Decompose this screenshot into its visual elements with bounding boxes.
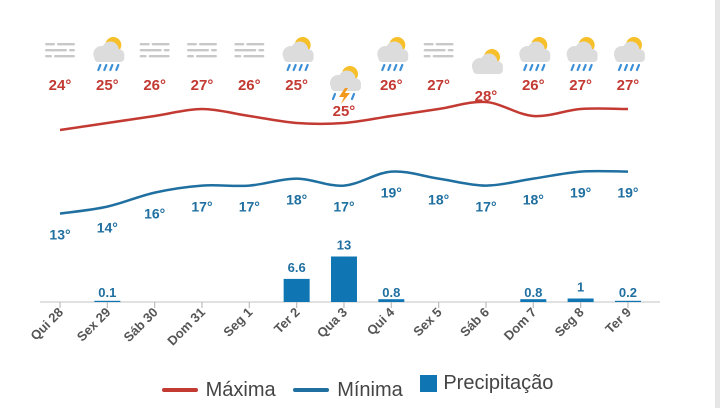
day-label: Qui 28 bbox=[27, 305, 66, 344]
day-label: Dom 7 bbox=[501, 305, 540, 344]
rain-cloud-sun-icon bbox=[519, 37, 550, 70]
forecast-chart: 24° 25° 26° 27° 26° 25°25°26° 27°28°26° 27° 27° … bbox=[27, 0, 660, 349]
min-temp-label: 14° bbox=[97, 220, 118, 236]
day-label: Sex 5 bbox=[410, 305, 445, 340]
day-label: Ter 9 bbox=[602, 305, 634, 337]
legend-item-max[interactable]: Máxima bbox=[161, 378, 276, 402]
fog-icon bbox=[45, 43, 75, 58]
max-temp-label: 27° bbox=[569, 77, 592, 94]
precip-bar bbox=[520, 299, 547, 302]
min-temp-label: 13° bbox=[49, 227, 70, 243]
max-temp-label: 26° bbox=[522, 77, 545, 94]
panel-edge bbox=[715, 0, 720, 408]
min-temp-label: 17° bbox=[191, 199, 212, 215]
precip-label: 6.6 bbox=[288, 260, 306, 275]
day-label: Sáb 6 bbox=[457, 305, 492, 340]
min-temp-line bbox=[59, 169, 629, 215]
max-temp-label: 25° bbox=[333, 103, 356, 120]
max-temp-label: 26° bbox=[143, 77, 166, 94]
min-temp-label: 17° bbox=[333, 199, 354, 215]
chart-legend: Máxima Mínima Precipitação bbox=[0, 372, 715, 402]
max-temp-label: 25° bbox=[96, 77, 119, 94]
legend-max-label: Máxima bbox=[205, 378, 276, 401]
legend-min-label: Mínima bbox=[337, 378, 403, 401]
max-temp-label: 27° bbox=[191, 77, 214, 94]
min-temp-label: 19° bbox=[617, 185, 638, 201]
fog-icon bbox=[423, 43, 454, 58]
precip-label: 1 bbox=[577, 280, 584, 295]
thunderstorm-icon bbox=[330, 66, 361, 104]
precip-bar bbox=[567, 298, 594, 302]
min-temp-label: 18° bbox=[428, 192, 449, 208]
max-temp-label: 28° bbox=[475, 88, 498, 105]
rain-cloud-sun-icon bbox=[93, 37, 124, 70]
precip-label: 0.8 bbox=[382, 285, 400, 300]
precip-label: 0.8 bbox=[524, 285, 542, 300]
precip-label: 0.1 bbox=[98, 285, 116, 300]
max-temp-label: 27° bbox=[617, 77, 640, 94]
max-temp-label: 26° bbox=[380, 77, 403, 94]
legend-precip-swatch bbox=[420, 375, 438, 392]
min-temp-label: 16° bbox=[144, 206, 165, 222]
min-temp-label: 19° bbox=[381, 185, 402, 201]
rain-cloud-sun-icon bbox=[567, 37, 598, 70]
legend-min-swatch bbox=[293, 388, 330, 392]
precip-bar bbox=[614, 300, 641, 302]
precip-bar bbox=[283, 278, 310, 302]
min-temp-label: 19° bbox=[570, 185, 591, 201]
max-temp-label: 26° bbox=[238, 77, 261, 94]
legend-max-swatch bbox=[161, 388, 198, 392]
day-label: Sáb 30 bbox=[121, 305, 161, 345]
precip-bar bbox=[378, 299, 405, 302]
rain-cloud-sun-icon bbox=[377, 37, 408, 70]
precip-bar bbox=[94, 300, 121, 302]
day-label: Seg 1 bbox=[220, 305, 255, 340]
day-label: Dom 31 bbox=[164, 305, 208, 349]
fog-icon bbox=[139, 43, 170, 58]
fog-icon bbox=[186, 43, 217, 58]
max-temp-label: 25° bbox=[285, 77, 308, 94]
precip-label: 13 bbox=[337, 238, 351, 253]
min-temp-label: 18° bbox=[286, 192, 307, 208]
day-label: Seg 8 bbox=[552, 305, 587, 340]
min-temp-label: 17° bbox=[239, 199, 260, 215]
max-temp-label: 27° bbox=[427, 77, 450, 94]
precip-bar bbox=[330, 256, 357, 302]
day-label: Sex 29 bbox=[74, 305, 114, 345]
legend-item-min[interactable]: Mínima bbox=[293, 379, 403, 402]
rain-cloud-sun-icon bbox=[283, 37, 314, 70]
rain-cloud-sun-icon bbox=[614, 37, 645, 70]
fog-icon bbox=[234, 43, 265, 58]
min-temp-label: 17° bbox=[475, 199, 496, 215]
day-label: Qua 3 bbox=[314, 305, 350, 341]
legend-precip-label: Precipitação bbox=[443, 372, 554, 394]
day-label: Qui 4 bbox=[364, 304, 398, 338]
max-temp-label: 24° bbox=[49, 77, 72, 94]
day-label: Ter 2 bbox=[271, 305, 303, 337]
max-temp-line bbox=[59, 100, 629, 132]
precip-label: 0.2 bbox=[619, 285, 637, 300]
legend-item-precip[interactable]: Precipitação bbox=[420, 372, 553, 395]
cloudy-sun-icon bbox=[471, 49, 503, 74]
min-temp-label: 18° bbox=[523, 192, 544, 208]
